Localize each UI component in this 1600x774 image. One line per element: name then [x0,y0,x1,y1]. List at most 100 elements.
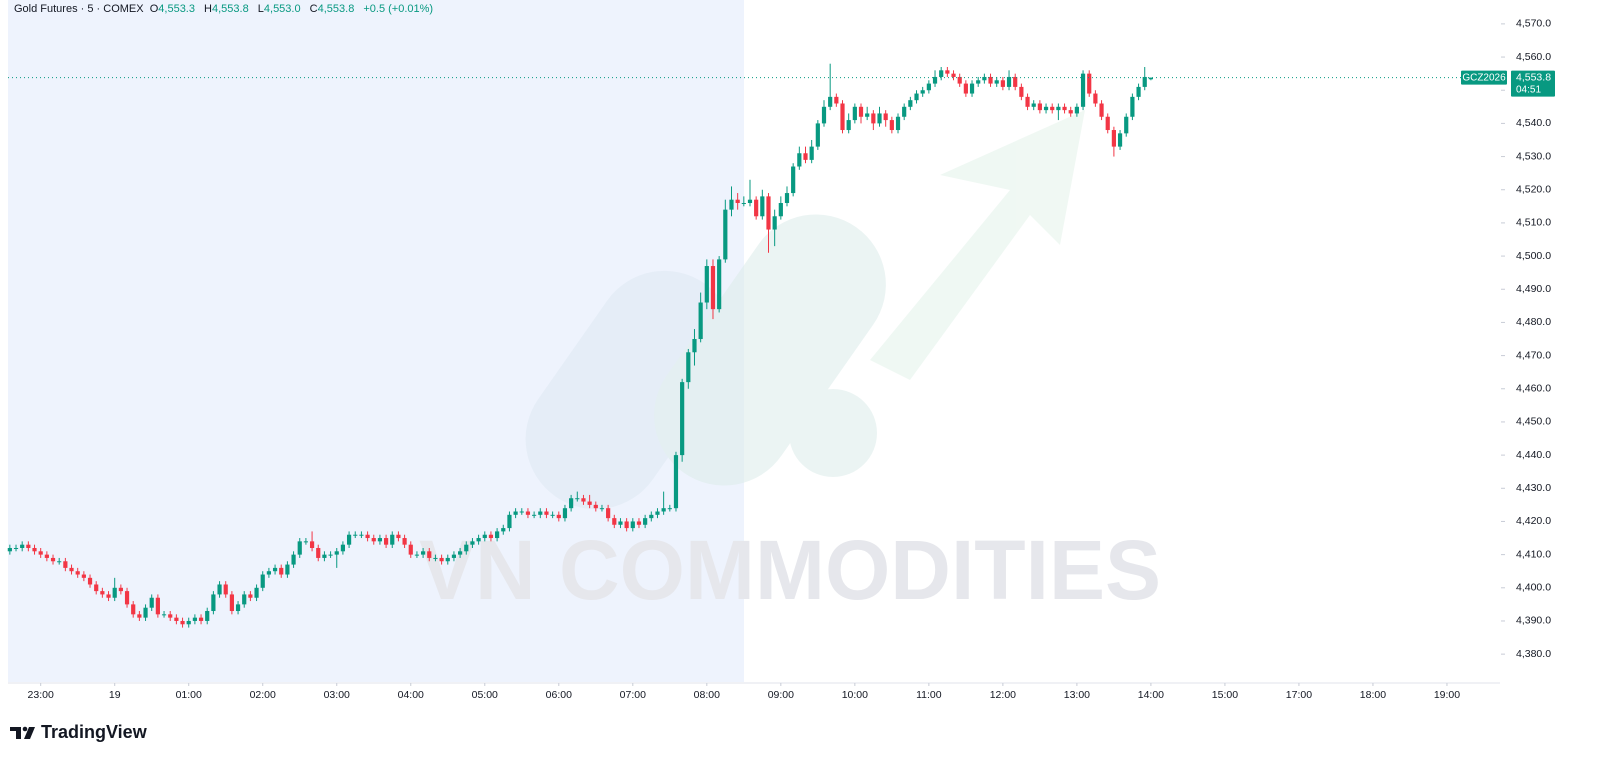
candle-body [316,547,321,558]
candle-body [161,614,167,616]
candle-body [821,106,827,124]
x-tick-label: 14:00 [1138,689,1164,701]
candle-body [661,508,666,512]
candle-body [1068,110,1073,114]
candle-body [390,534,395,545]
candle-body [747,199,753,204]
candle-body [155,597,160,615]
candle-body [538,511,543,515]
candle-body [562,508,568,519]
x-tick-label: 04:00 [398,689,424,701]
candle-body [1025,96,1030,107]
candle-body [186,620,191,625]
candle-body [94,584,99,592]
candle-body [704,266,709,303]
y-tick-label: 4,530.0 [1516,150,1551,162]
ohlc-value: 4,553.8 [212,3,249,15]
candle-body [791,166,796,194]
candle-body [1124,116,1129,134]
candle-body [692,339,697,353]
candle-body [346,534,352,545]
y-tick-label: 4,390.0 [1516,615,1551,627]
candle-body [951,73,956,77]
candle-body [932,76,938,84]
candle-body [495,531,500,539]
candle-body [50,557,56,562]
candle-body [20,544,25,548]
candle-body [902,106,907,117]
candle-body [630,521,635,529]
candle-body [926,83,931,91]
x-tick-label: 17:00 [1286,689,1312,701]
candle-body [229,594,234,612]
ohlc-name: H [204,3,212,15]
plot: 4,380.0 4,390.0 4,400.0 4,410.0 4,420.0 4,430… [7,18,1555,701]
candle-body [266,571,271,575]
candle-body [834,96,839,104]
candle-body [803,153,808,160]
brand-logo [10,726,35,739]
symbol-title: Gold Futures · 5 · COMEX [14,3,144,15]
y-tick-label: 4,400.0 [1516,582,1551,594]
candle-body [908,100,913,107]
candle-body [235,604,241,612]
candle-body [69,567,74,572]
logo-bar [654,214,886,486]
candle-body [433,557,438,559]
candle-body [254,587,259,598]
candle-body [939,70,944,77]
candle-body [1136,86,1141,97]
candle-body [248,594,253,598]
candle-body [420,551,426,555]
candle-body [439,557,444,562]
candle-body [1037,103,1042,111]
candle-body [982,76,987,81]
candle-body [353,534,358,536]
candle-body [217,584,222,595]
candle-body [871,113,876,124]
y-tick-label: 4,430.0 [1516,482,1551,494]
candle-body [44,554,49,558]
candle-body [106,594,111,598]
candle-body [1006,76,1012,87]
candle-body [124,591,130,605]
logo-dot [789,389,877,477]
candle-body [371,538,376,542]
x-tick-label: 06:00 [546,689,572,701]
candle-body [143,607,148,618]
candle-body [291,554,296,565]
candle-body [488,534,494,539]
candle-body [26,544,31,548]
x-tick-label: 10:00 [842,689,868,701]
y-tick-label: 4,440.0 [1516,449,1551,461]
candle-body [575,498,580,500]
y-tick-label: 4,570.0 [1516,18,1551,30]
candle-body [532,514,537,516]
candle-body [525,511,531,515]
candle-body [784,193,790,204]
candle-body [81,574,86,578]
candle-body [698,302,703,340]
candle-body [1148,77,1153,80]
y-tick-label: 4,510.0 [1516,217,1551,229]
candle-body [1080,73,1086,107]
y-tick-label: 4,560.0 [1516,51,1551,63]
change: +0.5 (+0.01%) [363,3,434,15]
candle-body [408,544,413,555]
x-tick-label: 08:00 [694,689,720,701]
candle-body [297,541,302,555]
candle-body [723,209,728,260]
candle-body [988,76,993,84]
candle-body [587,501,592,505]
candle-body [636,521,642,525]
candle-body [414,554,420,556]
candle-body [272,567,278,572]
candle-body [476,538,481,542]
candle-body [180,620,185,625]
candle-body [365,534,370,539]
candle-body [994,80,999,84]
candle-body [149,597,154,608]
candle-body [606,508,611,519]
